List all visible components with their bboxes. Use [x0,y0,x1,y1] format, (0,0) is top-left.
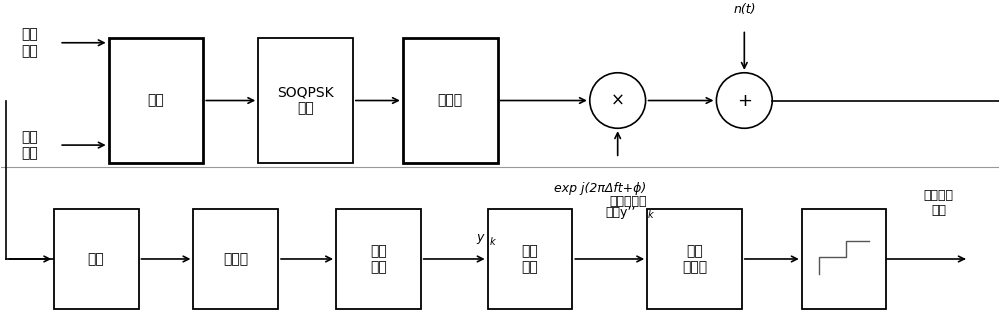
Text: 提取
软信息: 提取 软信息 [682,244,707,274]
Text: 恢复发送
比特: 恢复发送 比特 [924,189,954,217]
Text: 滤波: 滤波 [88,252,104,266]
Text: ×: × [611,92,625,110]
Text: 上变频: 上变频 [438,94,463,108]
Text: 数字
采样: 数字 采样 [370,244,387,274]
Bar [802,209,886,308]
Text: SOQPSK
调制: SOQPSK 调制 [277,86,334,116]
Bar [488,209,572,308]
Text: 下变频: 下变频 [223,252,248,266]
Bar [193,209,278,308]
Bar [54,209,139,308]
Text: 载波
同步: 载波 同步 [522,244,538,274]
Text: k: k [648,210,653,220]
Text: 导频
序列: 导频 序列 [21,130,38,160]
Bar [647,209,742,308]
Text: 信息
序列: 信息 序列 [21,28,38,58]
Bar [109,38,203,163]
Bar [403,38,498,163]
Text: 载波同步后: 载波同步后 [609,195,646,208]
Bar [336,209,421,308]
Text: 信号y’’: 信号y’’ [605,206,636,219]
Text: k: k [489,237,495,247]
Bar [258,38,353,163]
Text: y: y [476,231,484,244]
Text: 复用: 复用 [148,94,164,108]
Text: n(t): n(t) [733,3,756,16]
Text: exp j(2πΔft+ϕ): exp j(2πΔft+ϕ) [554,181,646,194]
Text: +: + [737,92,752,110]
